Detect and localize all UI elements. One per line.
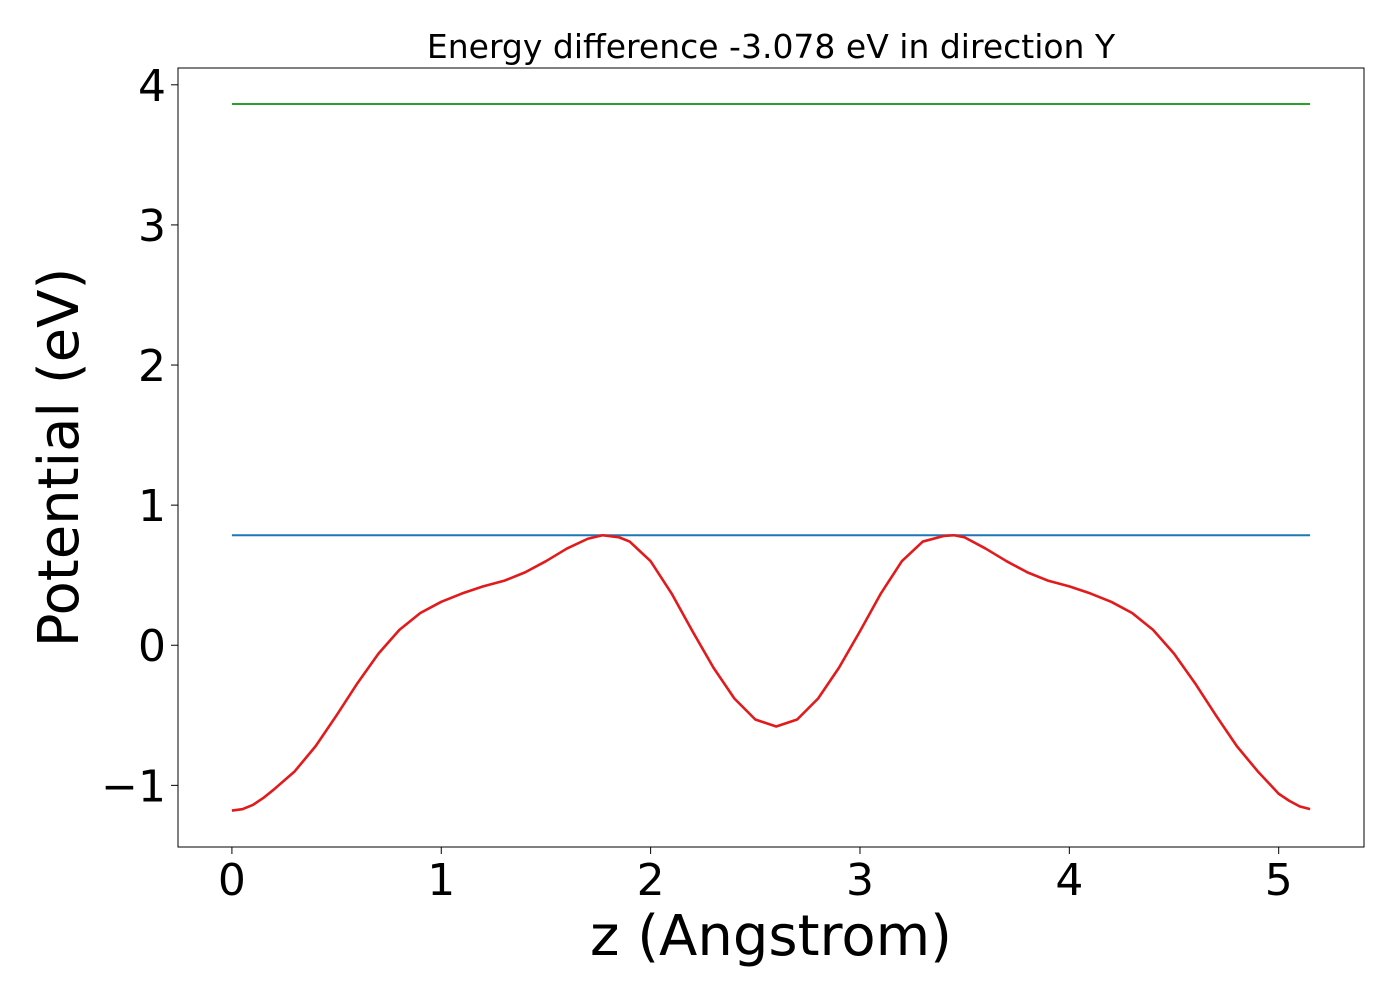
x-tick-label: 2	[637, 855, 665, 906]
y-tick-label: 0	[138, 621, 166, 672]
x-axis-label: z (Angstrom)	[590, 904, 952, 969]
x-tick-label: 1	[427, 855, 455, 906]
y-tick-label: 2	[138, 341, 166, 392]
y-tick-label: 1	[138, 481, 166, 532]
x-tick-label: 4	[1055, 855, 1083, 906]
chart-title: Energy difference -3.078 eV in direction…	[427, 27, 1116, 66]
series-line-2	[231, 533, 1311, 812]
x-tick-label: 5	[1265, 855, 1293, 906]
y-axis-ticks: −1 0 1 2 3 4	[101, 61, 178, 812]
series-layer	[177, 67, 1365, 848]
x-tick-label: 0	[218, 855, 246, 906]
y-tick-label: −1	[101, 761, 166, 812]
y-tick-label: 4	[138, 61, 166, 112]
y-tick-label: 3	[138, 201, 166, 252]
x-axis-ticks: 0 1 2 3 4 5	[218, 847, 1293, 906]
x-tick-label: 3	[846, 855, 874, 906]
plot-frame	[177, 67, 1365, 848]
y-axis-label: Potential (eV)	[27, 268, 92, 648]
